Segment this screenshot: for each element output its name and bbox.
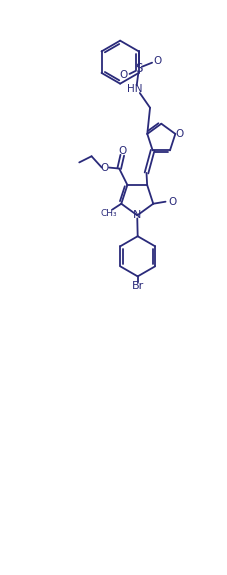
Text: O: O (175, 129, 183, 139)
Text: O: O (100, 163, 109, 172)
Text: O: O (152, 56, 161, 66)
Text: N: N (133, 210, 141, 220)
Text: HN: HN (126, 85, 142, 94)
Text: S: S (134, 62, 142, 75)
Text: Br: Br (131, 281, 143, 291)
Text: O: O (119, 70, 127, 80)
Text: CH₃: CH₃ (100, 209, 116, 218)
Text: O: O (167, 197, 175, 206)
Text: O: O (118, 146, 126, 156)
